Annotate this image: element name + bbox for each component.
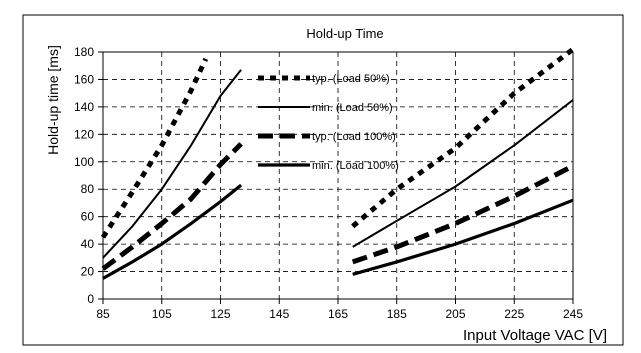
- x-tick-label: 105: [152, 307, 172, 321]
- y-tick-label: 80: [81, 182, 95, 196]
- x-tick-label: 165: [328, 307, 348, 321]
- chart-title: Hold-up Time: [306, 26, 383, 41]
- y-tick-label: 160: [74, 72, 94, 86]
- y-tick-label: 180: [74, 45, 94, 59]
- y-axis-label: Hold-up time [ms]: [45, 45, 61, 155]
- y-tick-label: 140: [74, 100, 94, 114]
- y-tick-label: 0: [87, 292, 94, 306]
- x-tick-label: 85: [96, 307, 110, 321]
- legend-label: min. (Load 50%): [312, 102, 393, 114]
- y-tick-label: 100: [74, 155, 94, 169]
- x-tick-label: 245: [563, 307, 583, 321]
- y-tick-label: 40: [81, 237, 95, 251]
- x-tick-label: 205: [445, 307, 465, 321]
- legend-label: min. (Load 100%): [312, 160, 399, 172]
- x-tick-label: 125: [210, 307, 230, 321]
- y-tick-label: 20: [81, 265, 95, 279]
- outer-frame: [23, 15, 623, 345]
- y-tick-label: 60: [81, 210, 95, 224]
- x-tick-label: 145: [269, 307, 289, 321]
- x-tick-label: 185: [387, 307, 407, 321]
- legend-label: typ. (Load 50%): [312, 73, 390, 85]
- legend-label: typ. (Load 100%): [312, 131, 396, 143]
- y-tick-label: 120: [74, 127, 94, 141]
- x-axis-label: Input Voltage VAC [V]: [463, 327, 607, 344]
- x-tick-label: 225: [504, 307, 524, 321]
